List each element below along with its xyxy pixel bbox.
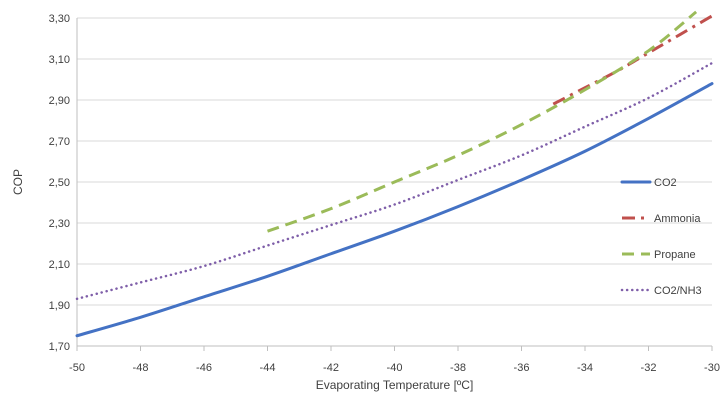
y-tick-label: 1,90 bbox=[49, 300, 70, 312]
series-lines bbox=[75, 10, 714, 338]
y-tick-label: 1,70 bbox=[49, 341, 70, 353]
x-tick-labels: -50 -48 -46 -44 -42 -40 -38 -36 -34 -32 -30 bbox=[69, 346, 720, 374]
y-tick-label: 3,10 bbox=[49, 54, 70, 66]
legend: CO2 Ammonia Propane CO2/NH3 bbox=[620, 177, 702, 297]
y-tick-label: 2,30 bbox=[49, 218, 70, 230]
y-tick-labels: 1,70 1,90 2,10 2,30 2,50 2,70 2,90 3,10 3,30 bbox=[49, 13, 70, 353]
x-tick-label: -44 bbox=[260, 362, 276, 374]
legend-label: CO2 bbox=[654, 177, 677, 189]
legend-label: Ammonia bbox=[654, 213, 701, 225]
series-line-co2-nh3 bbox=[75, 61, 714, 301]
x-tick-label: -46 bbox=[196, 362, 212, 374]
x-tick-label: -50 bbox=[69, 362, 85, 374]
grid-lines bbox=[77, 17, 712, 306]
y-tick-label: 3,30 bbox=[49, 13, 70, 25]
legend-label: CO2/NH3 bbox=[654, 285, 702, 297]
x-tick-label: -32 bbox=[641, 362, 657, 374]
y-tick-label: 2,50 bbox=[49, 177, 70, 189]
x-axis-title: Evaporating Temperature [ºC] bbox=[316, 378, 474, 392]
y-tick-label: 2,90 bbox=[49, 95, 70, 107]
x-tick-label: -42 bbox=[323, 362, 339, 374]
y-tick-label: 2,10 bbox=[49, 259, 70, 271]
legend-label: Propane bbox=[654, 249, 696, 261]
x-tick-label: -30 bbox=[704, 362, 720, 374]
y-axis-title: COP bbox=[11, 169, 25, 195]
series-line-propane bbox=[266, 10, 698, 233]
x-tick-label: -48 bbox=[133, 362, 149, 374]
series-line-co2 bbox=[75, 82, 714, 338]
x-tick-label: -40 bbox=[387, 362, 403, 374]
x-tick-label: -36 bbox=[514, 362, 530, 374]
x-tick-label: -34 bbox=[577, 362, 593, 374]
y-tick-label: 2,70 bbox=[49, 136, 70, 148]
x-tick-label: -38 bbox=[450, 362, 466, 374]
